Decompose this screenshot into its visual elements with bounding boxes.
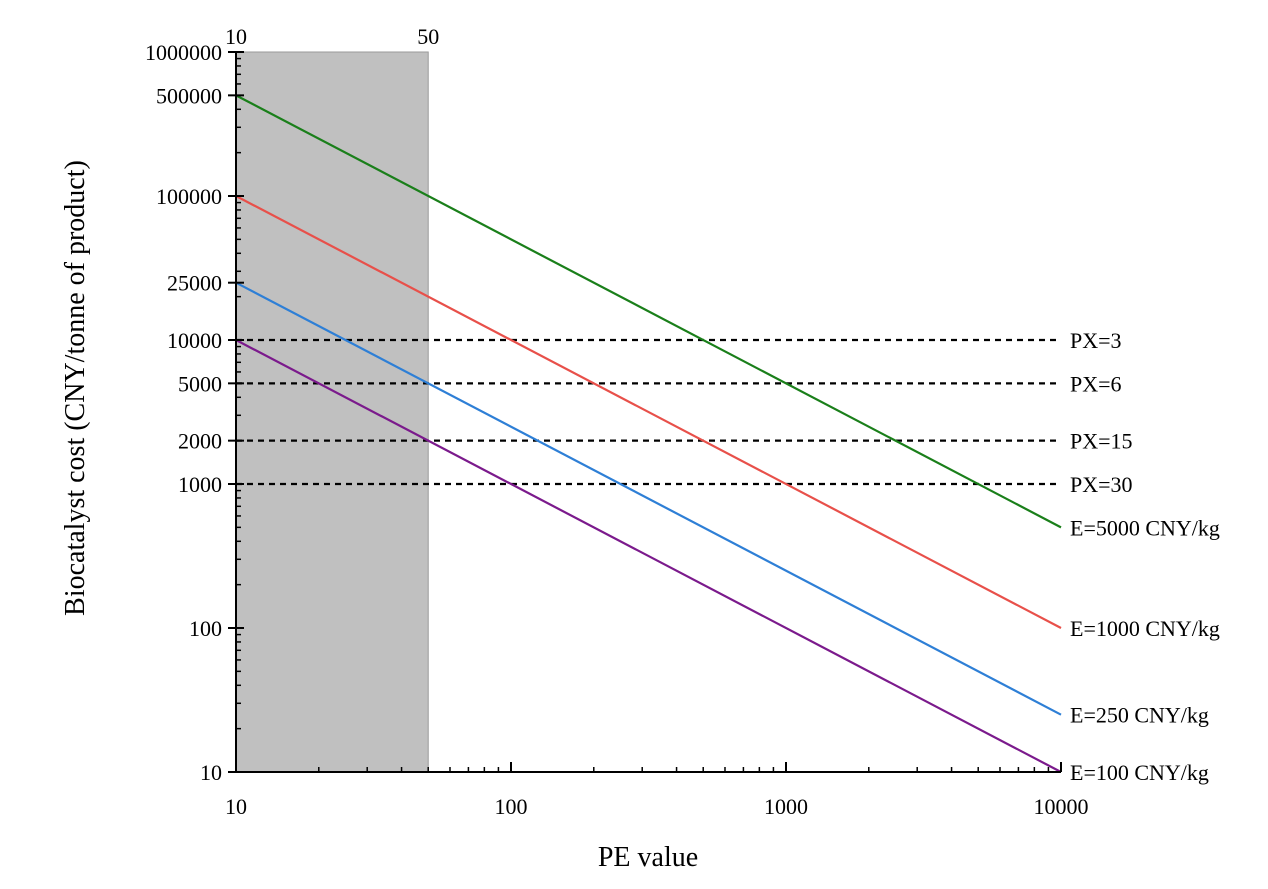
top-tick-label-2: 50 xyxy=(417,24,439,49)
series-label-2: E=1000 CNY/kg xyxy=(1070,616,1220,641)
y-tick-label-8: 100000 xyxy=(156,184,222,209)
y-tick-label-6: 10000 xyxy=(167,328,222,353)
reference-line-label-2: PX=6 xyxy=(1070,371,1122,396)
y-tick-label-1: 10 xyxy=(200,760,222,785)
series-label-4: E=100 CNY/kg xyxy=(1070,760,1209,785)
series-line-2 xyxy=(235,195,1062,629)
x-tick-label-4: 10000 xyxy=(1034,794,1089,819)
y-tick-label-9: 500000 xyxy=(156,83,222,108)
y-axis-title: Biocatalyst cost (CNY/tonne of product) xyxy=(60,160,91,616)
top-tick-label-1: 10 xyxy=(225,24,247,49)
y-tick-label-4: 2000 xyxy=(178,429,222,454)
y-tick-label-3: 1000 xyxy=(178,472,222,497)
reference-line-label-3: PX=15 xyxy=(1070,429,1133,454)
y-tick-label-5: 5000 xyxy=(178,371,222,396)
reference-line-label-4: PX=30 xyxy=(1070,472,1133,497)
x-tick-label-1: 10 xyxy=(225,794,247,819)
series-label-3: E=250 CNY/kg xyxy=(1070,703,1209,728)
x-tick-label-3: 1000 xyxy=(764,794,808,819)
y-tick-label-10: 1000000 xyxy=(145,40,222,65)
series-line-4 xyxy=(235,339,1062,773)
y-tick-label-2: 100 xyxy=(189,616,222,641)
shaded-region xyxy=(235,51,429,773)
y-tick-label-7: 25000 xyxy=(167,271,222,296)
x-axis-title: PE value xyxy=(598,842,698,873)
x-tick-label-2: 100 xyxy=(495,794,528,819)
series-line-1 xyxy=(235,94,1062,529)
series-label-1: E=5000 CNY/kg xyxy=(1070,515,1220,540)
series-line-3 xyxy=(235,281,1062,716)
reference-line-label-1: PX=3 xyxy=(1070,328,1122,353)
